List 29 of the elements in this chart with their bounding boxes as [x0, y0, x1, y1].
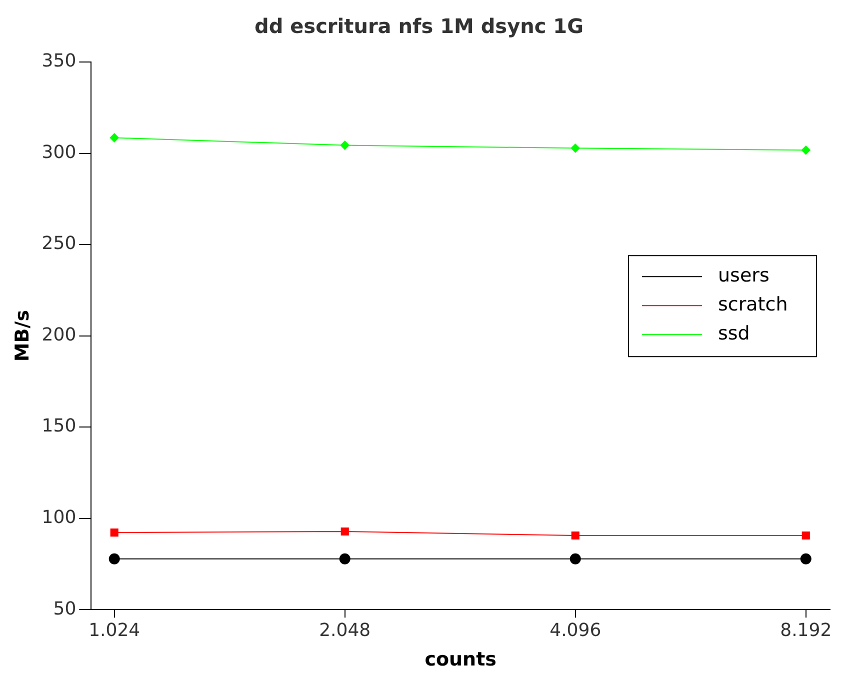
point — [110, 133, 119, 142]
x-tick-label: 4.096 — [550, 620, 602, 642]
x-tick-label: 8.192 — [780, 620, 832, 642]
point — [801, 146, 810, 155]
y-tick-label: 50 — [53, 598, 76, 620]
y-axis-title: MB/s — [11, 310, 34, 362]
legend-label: ssd — [718, 322, 750, 344]
y-tick-label: 150 — [42, 416, 76, 437]
point — [571, 531, 580, 540]
point — [802, 531, 810, 540]
x-axis-title: counts — [424, 648, 496, 671]
point — [570, 144, 580, 153]
y-tick-label: 200 — [42, 324, 76, 346]
point — [340, 527, 349, 536]
y-tick-label: 100 — [42, 507, 76, 528]
point — [570, 553, 581, 564]
legend-label: users — [718, 264, 770, 286]
point — [339, 553, 350, 564]
y-tick-label: 250 — [42, 233, 76, 254]
point — [340, 140, 350, 150]
chart-title: dd escritura nfs 1M dsync 1G — [254, 14, 584, 38]
point — [800, 553, 812, 564]
x-tick-label: 2.048 — [319, 620, 371, 642]
y-tick-label: 300 — [42, 142, 76, 163]
y-tick-label: 350 — [42, 50, 76, 72]
legend-label: scratch — [718, 294, 788, 316]
point — [108, 553, 120, 564]
point — [110, 528, 118, 537]
x-tick-label: 1.024 — [88, 620, 140, 642]
